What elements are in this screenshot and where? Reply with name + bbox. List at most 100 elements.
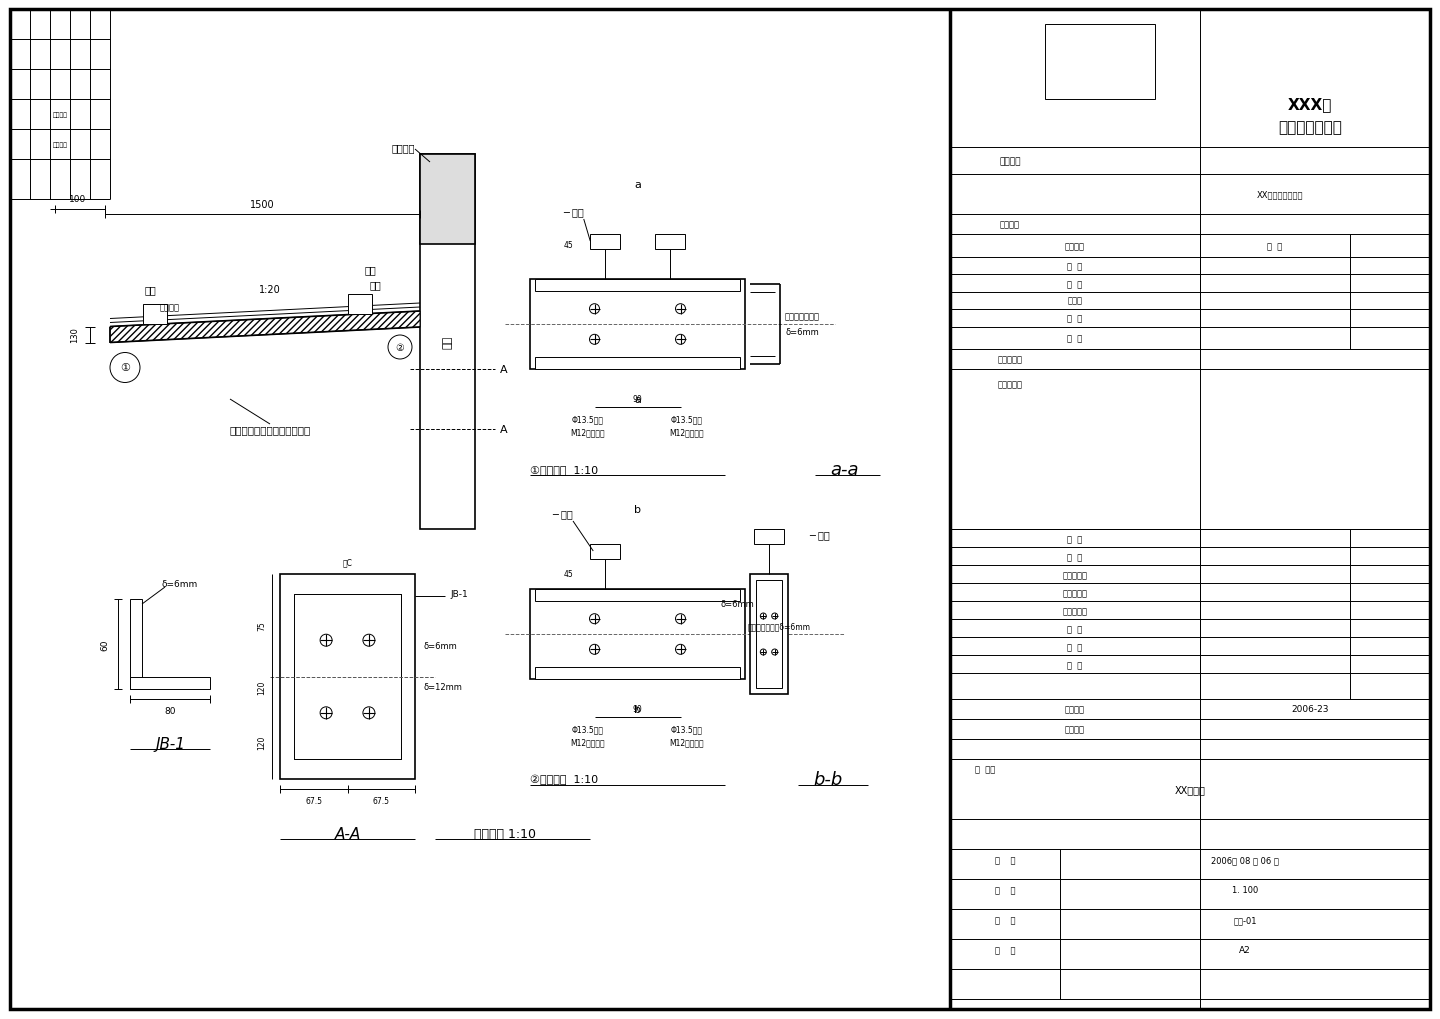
Text: 网道面板: 网道面板: [52, 112, 68, 117]
Text: 45: 45: [564, 240, 573, 250]
Bar: [755, 530, 783, 544]
Bar: [420, 155, 475, 530]
Bar: [756, 581, 782, 688]
Text: 雨棚大样 1:10: 雨棚大样 1:10: [474, 827, 536, 841]
Bar: [130, 678, 210, 689]
Text: 监阳专用章: 监阳专用章: [998, 380, 1022, 389]
Text: 图    册: 图 册: [995, 916, 1015, 924]
Bar: [143, 305, 167, 325]
Text: 全  室: 全 室: [1267, 243, 1283, 252]
Text: 暖  通: 暖 通: [1067, 314, 1083, 323]
Text: a: a: [634, 394, 641, 405]
Bar: [530, 589, 744, 680]
Text: 泛水: 泛水: [364, 265, 376, 275]
Text: 建筑勘查设计院: 建筑勘查设计院: [1279, 120, 1342, 136]
Polygon shape: [109, 312, 420, 343]
Text: 90: 90: [632, 705, 642, 713]
Text: 雨篷梁（槽钢）: 雨篷梁（槽钢）: [785, 312, 819, 321]
Text: XX房地产开发公司: XX房地产开发公司: [1257, 191, 1303, 200]
Text: XXX市: XXX市: [1287, 98, 1332, 112]
Text: b: b: [634, 504, 641, 515]
Text: 工程主持人: 工程主持人: [1063, 571, 1087, 580]
Text: 雨篷梁（槽钢，高度同檩条）: 雨篷梁（槽钢，高度同檩条）: [229, 425, 311, 434]
Text: 电  气: 电 气: [1067, 334, 1083, 343]
Bar: [536, 667, 740, 680]
Text: 结  构: 结 构: [1067, 280, 1083, 289]
Text: A2: A2: [1240, 946, 1251, 955]
Text: 建  筑: 建 筑: [1067, 262, 1083, 271]
Text: 80: 80: [164, 707, 176, 715]
Text: 2006年 08 月 06 日: 2006年 08 月 06 日: [1211, 856, 1279, 865]
Bar: [590, 234, 621, 250]
Text: 1. 100: 1. 100: [1231, 886, 1259, 895]
Text: 专业负责人: 专业负责人: [1063, 607, 1087, 615]
Text: δ=6mm: δ=6mm: [423, 642, 456, 650]
Text: 网道面板: 网道面板: [52, 142, 68, 148]
Text: 1500: 1500: [251, 200, 275, 210]
Text: a-a: a-a: [831, 461, 860, 479]
Text: ─ 檩条: ─ 檩条: [552, 508, 573, 519]
Text: δ=6mm: δ=6mm: [785, 328, 819, 337]
Text: 比    例: 比 例: [995, 886, 1015, 895]
Text: A: A: [500, 425, 508, 434]
Bar: [750, 575, 788, 694]
Text: 网道面板: 网道面板: [160, 304, 180, 312]
Text: 100: 100: [69, 196, 86, 204]
Text: 90: 90: [632, 395, 642, 405]
Text: 审  核: 审 核: [1067, 553, 1083, 561]
Bar: [590, 544, 621, 559]
Text: A: A: [500, 365, 508, 375]
Text: b: b: [634, 704, 641, 714]
Text: XX住宅楼: XX住宅楼: [1175, 785, 1205, 794]
Text: JB-1: JB-1: [156, 737, 184, 752]
Bar: [294, 594, 400, 759]
Bar: [348, 294, 372, 315]
Bar: [420, 155, 475, 245]
Text: δ=6mm: δ=6mm: [720, 600, 753, 609]
Bar: [536, 358, 740, 370]
Text: 子项标签: 子项标签: [1066, 725, 1084, 734]
Text: 驻现场监理: 驻现场监理: [998, 356, 1022, 364]
Text: 檩条: 檩条: [369, 280, 380, 289]
Text: 校  对: 校 对: [1067, 625, 1083, 634]
Text: 制  图: 制 图: [1067, 661, 1083, 669]
Text: M12普通螺栓: M12普通螺栓: [670, 738, 704, 747]
Text: 墙面彩板: 墙面彩板: [392, 143, 415, 153]
Bar: [130, 599, 143, 689]
Text: 1:20: 1:20: [259, 284, 281, 294]
Text: 建设单位: 建设单位: [999, 157, 1021, 166]
Text: 图  名：: 图 名：: [975, 764, 995, 773]
Bar: [1045, 25, 1155, 100]
Text: 柔C: 柔C: [343, 558, 353, 567]
Text: 给排水: 给排水: [1067, 297, 1083, 306]
Text: 设  计: 设 计: [1067, 643, 1083, 652]
Text: 檩条: 檩条: [144, 285, 156, 294]
Text: 120: 120: [258, 735, 266, 750]
Text: 67.5: 67.5: [373, 797, 390, 806]
Text: ②: ②: [396, 342, 405, 353]
Text: 审  定: 审 定: [1067, 535, 1083, 544]
Text: 图    号: 图 号: [995, 946, 1015, 955]
Text: 60: 60: [101, 639, 109, 650]
Bar: [530, 280, 744, 370]
Text: 日    期: 日 期: [995, 856, 1015, 865]
Text: 全缘专业: 全缘专业: [1066, 243, 1084, 252]
Bar: [536, 589, 740, 601]
Text: δ=12mm: δ=12mm: [423, 683, 462, 692]
Text: A-A: A-A: [334, 826, 360, 842]
Text: 45: 45: [564, 570, 573, 579]
Text: δ=6mm: δ=6mm: [161, 580, 199, 589]
Text: ①: ①: [120, 363, 130, 373]
Bar: [655, 234, 685, 250]
Text: M12普通螺栓: M12普通螺栓: [670, 428, 704, 437]
Bar: [294, 594, 400, 606]
Text: Φ13.5孔，: Φ13.5孔，: [572, 725, 603, 734]
Text: b-b: b-b: [814, 770, 842, 789]
Text: 雨篷梁（槽钢）δ=6mm: 雨篷梁（槽钢）δ=6mm: [747, 622, 811, 631]
Text: ①节点大样  1:10: ①节点大样 1:10: [530, 465, 598, 475]
Text: 75: 75: [258, 621, 266, 631]
Text: JB-1: JB-1: [451, 590, 468, 599]
Text: 改版-01: 改版-01: [1233, 916, 1257, 924]
Text: 合作单位: 合作单位: [999, 220, 1020, 229]
Text: 67.5: 67.5: [305, 797, 323, 806]
